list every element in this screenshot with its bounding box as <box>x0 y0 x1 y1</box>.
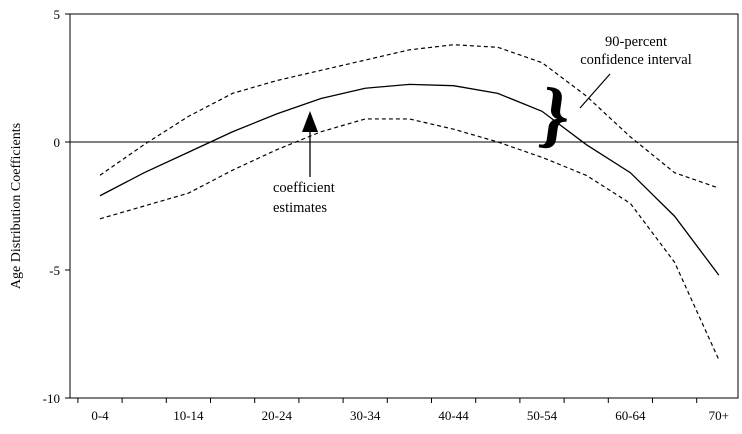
y-axis-title: Age Distribution Coefficients <box>9 123 24 289</box>
y-tick-label: -10 <box>43 391 60 406</box>
estimate-line <box>99 83 720 276</box>
estimates-arrowhead <box>302 111 318 132</box>
x-tick-label: 70+ <box>709 408 729 423</box>
y-tick-label: 5 <box>54 7 61 22</box>
series-layer <box>99 44 720 360</box>
confidence-bound-line <box>99 44 719 189</box>
x-tick-label: 0-4 <box>91 408 109 423</box>
x-tick-label: 60-64 <box>615 408 646 423</box>
plot-frame <box>69 13 739 399</box>
annotations: 90-percent confidence interval} coefficien… <box>273 34 692 216</box>
y-tick-label: 0 <box>54 135 61 150</box>
confidence-bound-line <box>99 118 720 360</box>
ci-pointer <box>579 73 611 109</box>
axes: 5 0 -5 -10 0-4 10-14 20-24 30-34 40-44 50-54 60-64… <box>9 7 739 423</box>
ci-label: 90-percent confidence interval <box>580 34 692 68</box>
ci-brace: } <box>535 73 575 158</box>
x-tick-label: 30-34 <box>350 408 381 423</box>
x-tick-label: 10-14 <box>173 408 204 423</box>
x-tick-label: 50-54 <box>527 408 558 423</box>
x-tick-label: 40-44 <box>438 408 469 423</box>
y-tick-label: -5 <box>49 263 60 278</box>
x-tick-label: 20-24 <box>262 408 293 423</box>
estimates-label: coefficient estimates <box>273 180 335 216</box>
